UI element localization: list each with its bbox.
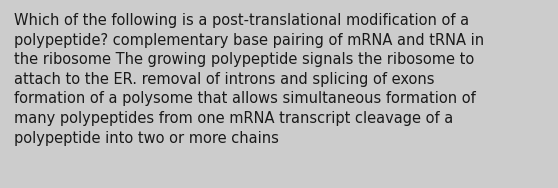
Text: Which of the following is a post-translational modification of a
polypeptide? co: Which of the following is a post-transla… [14, 13, 484, 146]
